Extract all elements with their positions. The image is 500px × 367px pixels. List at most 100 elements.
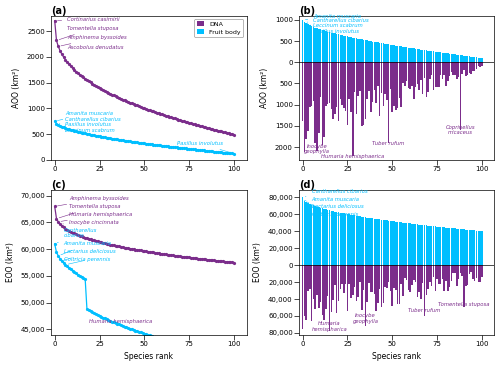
Bar — [352, 37, 354, 62]
Bar — [454, 229, 456, 265]
Bar — [380, 43, 382, 62]
Bar — [452, 265, 454, 273]
Bar — [431, 226, 432, 265]
Bar — [395, 222, 396, 265]
Bar — [416, 49, 418, 62]
Bar — [474, 230, 476, 265]
Bar — [442, 265, 443, 279]
Bar — [442, 62, 443, 79]
Text: Coprinellus
micaceus: Coprinellus micaceus — [446, 124, 475, 135]
Bar — [366, 62, 368, 99]
Bar — [390, 265, 391, 291]
Bar — [354, 38, 356, 62]
Bar — [429, 226, 430, 265]
Bar — [402, 62, 404, 83]
Text: Lactarius deliciosus: Lactarius deliciosus — [64, 250, 116, 260]
Bar — [311, 205, 312, 265]
Bar — [467, 230, 468, 265]
Bar — [470, 57, 472, 62]
Bar — [311, 265, 312, 321]
Bar — [472, 57, 474, 62]
Text: Cortinarius casimirii: Cortinarius casimirii — [58, 17, 120, 22]
Bar — [352, 265, 354, 295]
Bar — [324, 209, 325, 265]
Bar — [476, 265, 478, 279]
Text: (b): (b) — [299, 6, 315, 15]
Bar — [476, 57, 478, 62]
Bar — [468, 57, 470, 62]
Bar — [350, 62, 352, 112]
Bar — [307, 25, 309, 62]
Bar — [480, 62, 481, 66]
Bar — [438, 265, 440, 284]
X-axis label: Species rank: Species rank — [372, 352, 421, 361]
Bar — [342, 265, 343, 284]
Bar — [452, 228, 454, 265]
Bar — [312, 265, 314, 299]
Bar — [386, 265, 388, 288]
Bar — [312, 62, 314, 101]
Bar — [338, 265, 339, 301]
Bar — [428, 62, 429, 91]
Text: Paxillus involutus: Paxillus involutus — [58, 122, 112, 127]
Bar — [480, 231, 481, 265]
Bar — [322, 62, 323, 145]
Bar — [426, 50, 427, 62]
Bar — [424, 50, 426, 62]
Bar — [406, 265, 407, 280]
Bar — [440, 227, 442, 265]
Bar — [386, 44, 388, 62]
Bar — [359, 265, 360, 282]
Bar — [463, 62, 464, 70]
Bar — [334, 62, 336, 114]
Bar — [346, 265, 348, 310]
Bar — [458, 265, 460, 279]
Bar — [343, 36, 344, 62]
Bar — [302, 197, 304, 265]
Bar — [449, 62, 450, 76]
Bar — [306, 23, 307, 62]
Bar — [354, 215, 356, 265]
Bar — [318, 265, 320, 308]
Bar — [345, 214, 346, 265]
Bar — [368, 218, 370, 265]
Bar — [376, 42, 377, 62]
Bar — [332, 265, 334, 300]
Bar — [338, 62, 339, 121]
Bar — [481, 265, 482, 277]
Bar — [392, 265, 393, 306]
Bar — [328, 32, 330, 62]
Bar — [324, 265, 325, 320]
Bar — [429, 51, 430, 62]
Text: Cantharellus
cibarius: Cantharellus cibarius — [58, 228, 97, 243]
Bar — [363, 62, 364, 126]
Bar — [320, 208, 322, 265]
Bar — [440, 52, 442, 62]
Y-axis label: EOO (km²): EOO (km²) — [6, 243, 15, 283]
Bar — [368, 265, 370, 283]
Bar — [370, 62, 372, 112]
Bar — [366, 265, 368, 302]
Bar — [416, 265, 418, 297]
Bar — [358, 216, 359, 265]
Bar — [363, 265, 364, 290]
Bar — [444, 265, 445, 291]
Bar — [392, 45, 393, 62]
Bar — [314, 28, 316, 62]
Bar — [467, 56, 468, 62]
Bar — [472, 62, 474, 71]
Bar — [354, 265, 356, 287]
Bar — [356, 216, 357, 265]
Bar — [480, 58, 481, 62]
Bar — [382, 265, 384, 303]
Text: Coltricia perennis: Coltricia perennis — [64, 257, 110, 264]
Text: Tomentella stuposa: Tomentella stuposa — [59, 204, 120, 218]
Bar — [348, 214, 350, 265]
Bar — [450, 54, 452, 62]
Bar — [422, 225, 424, 265]
Bar — [478, 58, 479, 62]
Bar — [436, 62, 438, 87]
Bar — [402, 47, 404, 62]
Bar — [332, 211, 334, 265]
Bar — [376, 62, 377, 103]
